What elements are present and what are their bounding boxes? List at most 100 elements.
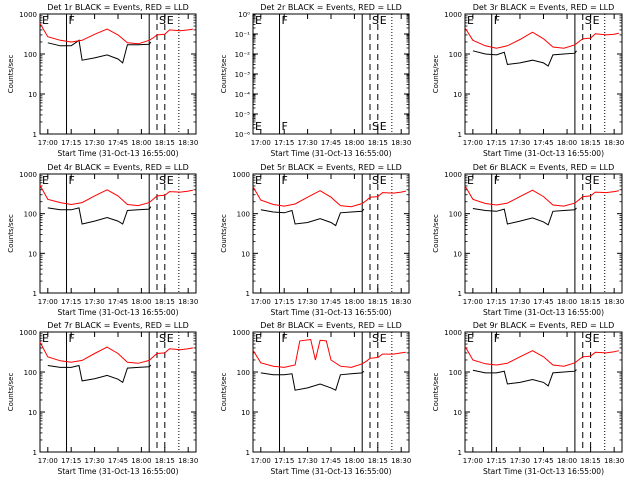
y-tick-label: 100 <box>24 51 37 59</box>
x-tick-label: 17:15 <box>61 457 81 465</box>
y-axis-label: Counts/sec <box>220 214 228 253</box>
marker-label: F <box>494 332 500 345</box>
y-tick-label: 1000 <box>19 11 37 19</box>
x-tick-label: 17:30 <box>85 457 105 465</box>
marker-label: E <box>467 332 474 345</box>
y-tick-label: 1 <box>458 449 462 457</box>
marker-label: S <box>585 14 592 27</box>
x-tick-label: 18:00 <box>131 298 151 306</box>
x-tick-label: 17:30 <box>510 298 530 306</box>
x-tick-label: 18:30 <box>178 457 198 465</box>
x-tick-label: 18:30 <box>604 139 624 147</box>
panel-title: Det 7r BLACK = Events, RED = LLD <box>47 321 189 330</box>
x-tick-label: 18:15 <box>581 139 601 147</box>
series-events-line <box>47 364 152 384</box>
marker-label: E <box>380 14 387 27</box>
y-axis-label: Counts/sec <box>432 373 440 412</box>
panel-title: Det 9r BLACK = Events, RED = LLD <box>473 321 615 330</box>
x-tick-label: 18:30 <box>391 139 411 147</box>
marker-label: F <box>494 14 500 27</box>
marker-label-bottom: E <box>380 120 387 133</box>
marker-label: E <box>593 174 600 187</box>
x-tick-label: 18:00 <box>557 298 577 306</box>
x-tick-label: 17:00 <box>38 139 58 147</box>
series-lld-line <box>464 185 619 207</box>
x-tick-label: 18:30 <box>391 298 411 306</box>
y-tick-label: 10 <box>28 409 37 417</box>
y-axis-label: Counts/sec <box>432 55 440 94</box>
panel: Det 7r BLACK = Events, RED = LLD Counts/s… <box>7 321 198 476</box>
x-axis-label: Start Time (31-Oct-13 16:55:00) <box>57 149 178 158</box>
x-tick-label: 17:45 <box>533 298 553 306</box>
y-tick-label: 100 <box>237 211 250 219</box>
x-tick-label: 17:00 <box>463 139 483 147</box>
marker-label: E <box>467 174 474 187</box>
x-tick-label: 17:30 <box>510 457 530 465</box>
y-tick-label: 1000 <box>444 11 462 19</box>
x-tick-label: 18:30 <box>391 457 411 465</box>
series-lld-line <box>252 338 406 368</box>
marker-label: S <box>159 14 166 27</box>
series-lld-line <box>39 341 193 364</box>
marker-label: S <box>372 332 379 345</box>
plot-frame <box>464 331 623 453</box>
marker-label: E <box>255 14 262 27</box>
y-tick-label: 100 <box>24 211 37 219</box>
series-events-line <box>260 208 365 227</box>
marker-label: S <box>159 174 166 187</box>
panel: Det 2r BLACK = Events, RED = LLD Counts/s… <box>220 3 411 158</box>
y-axis-label: Counts/sec <box>432 214 440 253</box>
x-tick-label: 17:00 <box>463 457 483 465</box>
x-tick-label: 18:15 <box>581 457 601 465</box>
x-tick-label: 17:00 <box>251 139 271 147</box>
y-tick-label: 1000 <box>232 171 250 179</box>
panel-title: Det 2r BLACK = Events, RED = LLD <box>260 3 402 12</box>
marker-label: F <box>69 14 75 27</box>
marker-label: E <box>167 14 174 27</box>
x-tick-label: 17:00 <box>251 457 271 465</box>
series-events-line <box>472 369 577 387</box>
x-tick-label: 17:15 <box>486 298 506 306</box>
marker-label: E <box>380 174 387 187</box>
panel: Det 6r BLACK = Events, RED = LLD Counts/s… <box>432 163 624 317</box>
panel-title: Det 8r BLACK = Events, RED = LLD <box>260 321 402 330</box>
marker-label-bottom: E <box>255 120 262 133</box>
marker-label: E <box>167 332 174 345</box>
y-tick-label: 1000 <box>232 329 250 337</box>
plot-frame <box>252 331 410 453</box>
marker-label: E <box>593 332 600 345</box>
y-tick-label: 100 <box>449 369 462 377</box>
x-tick-label: 18:15 <box>155 298 175 306</box>
series-lld-line <box>39 185 193 207</box>
x-tick-label: 18:15 <box>368 139 388 147</box>
x-tick-label: 18:00 <box>344 298 364 306</box>
marker-label: E <box>167 174 174 187</box>
x-tick-label: 17:30 <box>85 298 105 306</box>
y-tick-label: 10⁻⁵ <box>235 111 251 119</box>
x-tick-label: 18:15 <box>581 298 601 306</box>
y-tick-label: 1 <box>458 131 462 139</box>
y-tick-label: 1 <box>246 290 250 298</box>
x-tick-label: 17:30 <box>298 298 318 306</box>
x-tick-label: 17:45 <box>108 457 128 465</box>
x-tick-label: 18:15 <box>368 298 388 306</box>
x-tick-label: 17:00 <box>251 298 271 306</box>
y-tick-label: 100 <box>449 51 462 59</box>
y-tick-label: 1 <box>246 449 250 457</box>
x-tick-label: 18:30 <box>604 457 624 465</box>
y-tick-label: 10 <box>453 409 462 417</box>
marker-label-bottom: F <box>282 120 288 133</box>
x-tick-label: 17:45 <box>533 139 553 147</box>
y-tick-label: 10 <box>28 250 37 258</box>
marker-label: S <box>585 174 592 187</box>
marker-label: S <box>372 14 379 27</box>
marker-label: E <box>380 332 387 345</box>
panel: Det 8r BLACK = Events, RED = LLD Counts/s… <box>220 321 411 476</box>
y-tick-label: 10⁻² <box>235 51 251 59</box>
y-tick-label: 1000 <box>444 329 462 337</box>
marker-label: F <box>494 174 500 187</box>
x-tick-label: 17:45 <box>321 298 341 306</box>
panel: Det 9r BLACK = Events, RED = LLD Counts/s… <box>432 321 624 476</box>
x-tick-label: 18:15 <box>155 457 175 465</box>
x-tick-label: 17:15 <box>274 139 294 147</box>
